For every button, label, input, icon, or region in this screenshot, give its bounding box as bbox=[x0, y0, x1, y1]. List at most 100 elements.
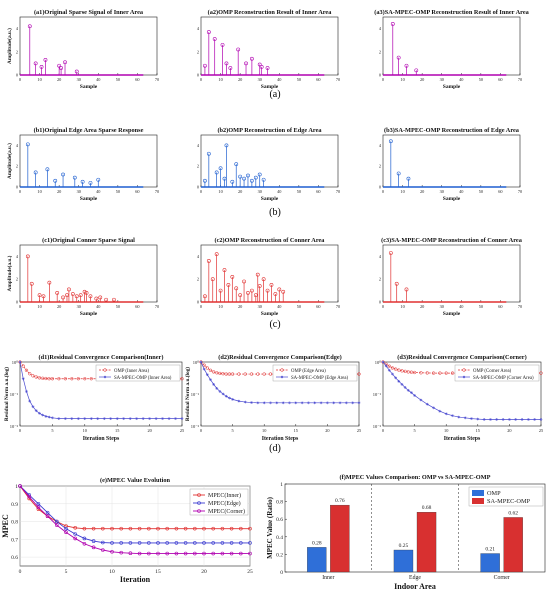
stem-marker-c1 bbox=[29, 281, 34, 286]
series-marker-d1-1 bbox=[180, 417, 184, 421]
series-marker-d3-1 bbox=[501, 418, 505, 421]
y-tick-label-e: 0.7 bbox=[11, 537, 18, 543]
y-tick-label-c2: 4 bbox=[197, 254, 200, 259]
plot-area-b2 bbox=[200, 134, 339, 188]
series-marker-e-2 bbox=[147, 551, 151, 556]
data-label-f-0: 0.28 bbox=[312, 540, 322, 546]
series-marker-d1-1 bbox=[128, 417, 132, 421]
x-tick-label-d2: 5 bbox=[232, 428, 234, 433]
series-marker-d3-1 bbox=[413, 394, 416, 397]
stem-marker-c1 bbox=[55, 290, 60, 295]
series-marker-d1-0 bbox=[76, 377, 80, 381]
stem-marker-a1 bbox=[57, 63, 62, 68]
x-tick-label-d1: 0 bbox=[19, 428, 21, 433]
series-marker-e-0 bbox=[239, 526, 243, 531]
stem-marker-b1 bbox=[61, 172, 65, 177]
series-marker-d3-0 bbox=[438, 371, 442, 375]
x-tick-label-e: 5 bbox=[65, 569, 68, 575]
stem-marker-a3 bbox=[396, 55, 401, 60]
series-marker-d2-1 bbox=[237, 399, 241, 403]
series-marker-e-0 bbox=[193, 526, 197, 531]
stem-marker-a2 bbox=[236, 47, 241, 52]
panel-d3: (d3)Residual Convergence Comparison(Corn… bbox=[373, 354, 543, 442]
stem-marker-c2 bbox=[222, 268, 227, 272]
stem-marker-b2 bbox=[222, 176, 227, 181]
series-marker-e-1 bbox=[229, 541, 234, 545]
y-tick-label-f: 1 bbox=[280, 482, 283, 488]
series-marker-d1-1 bbox=[161, 417, 164, 421]
legend-box-f bbox=[468, 486, 544, 507]
stem-marker-c2 bbox=[281, 289, 286, 294]
legend-label-d3-0: OMP (Corner Area) bbox=[473, 369, 512, 374]
series-marker-d1-0 bbox=[89, 377, 93, 381]
x-tick-label-b3: 10 bbox=[400, 189, 404, 194]
series-marker-d1-1 bbox=[21, 377, 25, 381]
bar-f-1 bbox=[416, 512, 437, 573]
stem-marker-c1 bbox=[88, 294, 93, 299]
x-tick-label-a2: 40 bbox=[277, 77, 281, 82]
x-tick-label-c2: 30 bbox=[258, 304, 262, 309]
stem-marker-a2 bbox=[249, 56, 254, 61]
x-tick-label-c3: 70 bbox=[518, 304, 522, 309]
series-marker-e-2 bbox=[156, 551, 160, 556]
x-tick-label-c1: 20 bbox=[57, 304, 61, 309]
legend-marker-d2-1 bbox=[280, 375, 284, 379]
chart-title-d3: (d3)Residual Convergence Comparison(Corn… bbox=[397, 354, 526, 361]
series-marker-d2-1 bbox=[262, 401, 266, 405]
x-axis-label-a3: Sample bbox=[443, 84, 461, 90]
legend-label-e-1: MPEC(Edge) bbox=[208, 500, 241, 507]
series-marker-e-2 bbox=[91, 545, 96, 550]
y-tick-label-b3: 0 bbox=[379, 185, 381, 190]
series-marker-d2-1 bbox=[294, 401, 298, 405]
series-marker-d2-0 bbox=[221, 372, 225, 376]
series-marker-d1-0 bbox=[83, 377, 87, 381]
x-tick-label-d1: 15 bbox=[115, 428, 119, 433]
series-marker-d3-1 bbox=[384, 364, 388, 368]
bar-f-0 bbox=[480, 553, 500, 573]
series-marker-e-0 bbox=[91, 526, 96, 531]
x-tick-label-d1: 10 bbox=[83, 428, 87, 433]
stem-marker-c1 bbox=[47, 280, 52, 285]
x-tick-label-c1: 10 bbox=[37, 304, 41, 309]
series-marker-e-1 bbox=[165, 541, 169, 545]
legend-label-f-1: SA-MPEC-OMP bbox=[487, 498, 531, 505]
series-marker-d2-1 bbox=[221, 392, 225, 396]
series-marker-d3-1 bbox=[470, 417, 473, 421]
series-marker-d1-1 bbox=[141, 417, 145, 421]
series-marker-d1-0 bbox=[70, 377, 74, 381]
y-tick-label-b2: 4 bbox=[197, 143, 200, 148]
series-marker-d2-1 bbox=[218, 390, 222, 393]
stem-marker-c2 bbox=[210, 277, 215, 282]
series-marker-d2-1 bbox=[351, 401, 355, 405]
bar-f-1 bbox=[503, 517, 523, 573]
x-tick-label-a1: 30 bbox=[77, 77, 81, 82]
plot-area-c1 bbox=[19, 244, 158, 303]
series-marker-d2-1 bbox=[215, 386, 219, 390]
series-marker-d3-0 bbox=[444, 371, 448, 375]
series-marker-e-0 bbox=[220, 526, 225, 531]
series-marker-d3-0 bbox=[387, 364, 391, 368]
series-marker-d3-0 bbox=[425, 371, 429, 375]
y-tick-label-c1: 2 bbox=[16, 277, 18, 282]
stem-marker-a2 bbox=[259, 64, 264, 69]
stem-marker-c1 bbox=[94, 296, 99, 301]
stem-marker-a3 bbox=[414, 68, 419, 73]
legend-box-d2 bbox=[272, 364, 358, 382]
series-marker-d1-0 bbox=[63, 377, 68, 381]
chart-title-e: (e)MPEC Value Evolution bbox=[100, 477, 170, 484]
series-marker-e-2 bbox=[202, 551, 206, 556]
y-tick-label-c3: 2 bbox=[379, 277, 381, 282]
x-tick-label-c2: 50 bbox=[297, 304, 301, 309]
x-tick-label-c2: 60 bbox=[316, 304, 320, 309]
stem-marker-a1 bbox=[33, 61, 38, 66]
x-tick-label-e: 15 bbox=[155, 569, 161, 575]
stem-marker-b1 bbox=[88, 180, 93, 185]
series-marker-d2-0 bbox=[256, 372, 260, 376]
series-marker-e-1 bbox=[239, 541, 243, 545]
series-marker-d1-0 bbox=[41, 376, 45, 380]
series-marker-d1-1 bbox=[41, 413, 45, 417]
y-axis-label-c1: Amplitude(a.u.) bbox=[6, 255, 13, 291]
series-marker-d3-0 bbox=[450, 371, 455, 375]
series-marker-d3-1 bbox=[397, 379, 401, 383]
series-marker-d2-1 bbox=[344, 401, 348, 405]
